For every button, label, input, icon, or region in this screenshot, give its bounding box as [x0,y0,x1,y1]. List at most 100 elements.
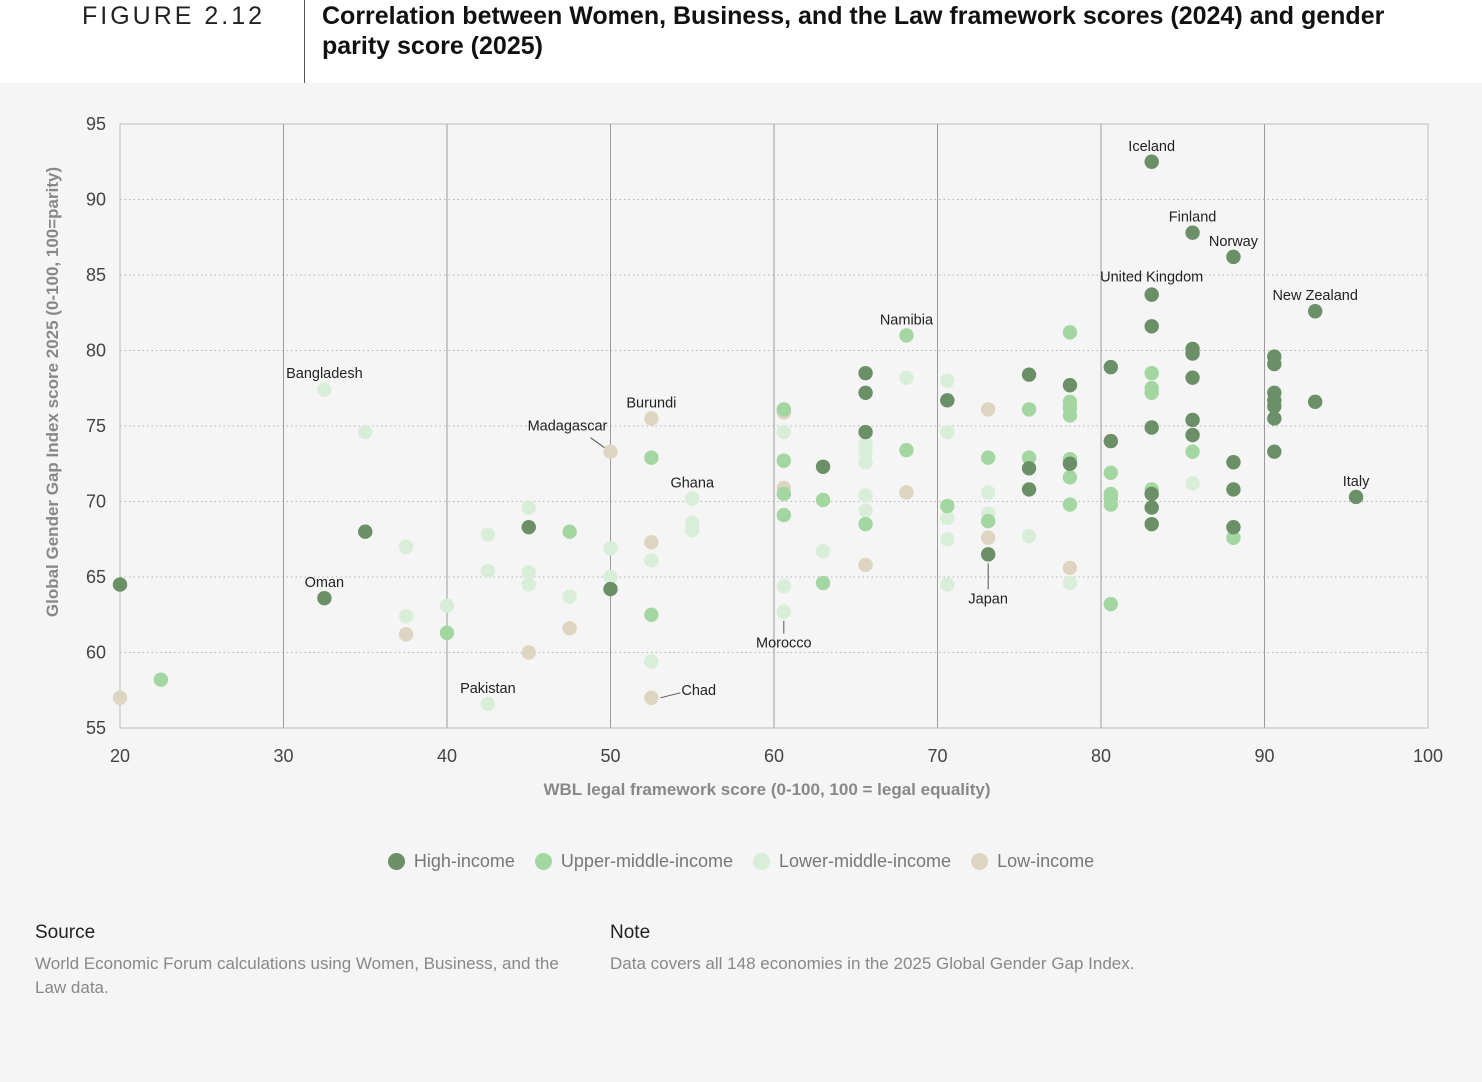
high-income-point [1267,411,1282,426]
high-income-point [1062,456,1078,471]
high-income-point [1062,378,1078,393]
high-income-point [1226,482,1241,497]
lower-income-point [858,503,873,518]
high-income-point [358,524,373,539]
upper-income-point [1021,450,1037,465]
lower-income-point [776,578,792,594]
upper-income-point [1144,365,1159,381]
high-income-point [1226,249,1241,265]
lower-income-point [940,373,955,388]
legend-item-low-income: Low-income [971,851,1094,872]
lower-income-point [858,488,873,503]
annotation-label: Finland [1169,210,1217,226]
lower-income-point [776,424,792,440]
annotation-label: Ghana [670,475,714,491]
annotation-label: United Kingdom [1100,270,1203,286]
y-axis-label: Global Gender Gap Index score 2025 (0-10… [43,167,62,617]
high-income-point [603,581,618,597]
x-tick-label: 80 [1091,746,1111,766]
figure-header: FIGURE 2.12 Correlation between Women, B… [0,0,1482,83]
upper-income-point [562,524,577,539]
lower-income-point [899,370,914,385]
upper-income-point [776,507,792,523]
annotation-label: Bangladesh [286,366,363,382]
high-income-point [1144,319,1159,334]
annotation-label: Chad [681,683,716,699]
legend-swatch [534,853,552,870]
low-income-point [644,411,659,426]
high-income-point [1185,225,1200,240]
high-income-point [1144,500,1159,515]
lower-income-point [398,609,414,624]
annotation-label: Pakistan [460,681,516,697]
header-divider [304,0,305,83]
low-income-point [562,621,577,636]
data-points [112,154,1364,712]
low-income-point [858,557,873,573]
annotation-label: Namibia [880,312,934,328]
lower-income-point [685,491,700,506]
high-income-point [1267,444,1282,459]
figure-label: FIGURE 2.12 [82,2,266,30]
high-income-point [1185,370,1200,385]
lower-income-point [1062,575,1078,591]
lower-income-point [480,696,496,712]
annotation-leaders [590,437,989,699]
lower-income-point [940,577,955,592]
lower-income-point [317,382,332,397]
low-income-point [644,690,659,705]
upper-income-point [1226,530,1241,545]
lower-income-point [1185,476,1200,491]
scatter-chart: 20 30 40 50 60 70 80 90 100 55 60 65 70 75 80 85 90 95 Ic… [43,114,1443,799]
high-income-point [1267,356,1282,372]
lower-income-point [480,527,496,542]
legend-item-high-income: High-income [387,851,515,872]
annotation-label: Norway [1209,234,1259,250]
lower-income-point [603,569,618,585]
x-tick-label: 40 [437,746,457,766]
annotation-label: Madagascar [528,419,608,435]
lower-income-point [358,424,373,440]
high-income-point [1021,482,1037,497]
annotation-label: Oman [305,575,345,591]
high-income-point [1185,346,1200,361]
high-income-point [940,393,955,408]
y-tick-label: 90 [86,190,106,210]
x-tick-label: 50 [600,746,620,766]
upper-income-point [1103,465,1119,481]
x-tick-label: 70 [927,746,947,766]
upper-income-point [1021,402,1037,417]
x-tick-label: 20 [110,746,130,766]
upper-income-point [776,486,792,502]
upper-income-point [1103,596,1119,612]
legend-swatch [753,853,770,870]
note-heading: Note [610,922,651,943]
high-income-point [1144,420,1159,435]
lower-income-point [521,577,536,592]
note-section: Note Data covers all 148 economies in th… [610,922,1410,976]
high-income-point [1103,433,1119,449]
lower-income-point [940,532,955,547]
lower-income-point [398,539,414,554]
upper-income-point [940,498,955,514]
axis-ticks: 20 30 40 50 60 70 80 90 100 55 60 65 70 75 80 85 90 95 [86,114,1443,766]
upper-income-point [1062,497,1078,512]
lower-income-point [521,565,536,580]
high-income-point [1021,367,1037,382]
high-income-point [112,577,128,592]
lower-income-point [776,604,792,619]
y-tick-label: 60 [86,643,106,663]
lower-income-point [980,485,996,500]
upper-income-point [1103,497,1119,512]
upper-income-point [858,516,873,532]
legend-label: High-income [413,851,515,871]
high-income-point [1144,287,1159,302]
annotation-leader [590,437,605,449]
upper-income-point [899,328,914,343]
annotation-label: Burundi [626,395,676,411]
low-income-point [398,627,414,642]
high-income-point [1185,412,1200,428]
lower-income-point [521,500,536,515]
high-income-point [1307,304,1323,319]
upper-income-point [1185,444,1200,459]
